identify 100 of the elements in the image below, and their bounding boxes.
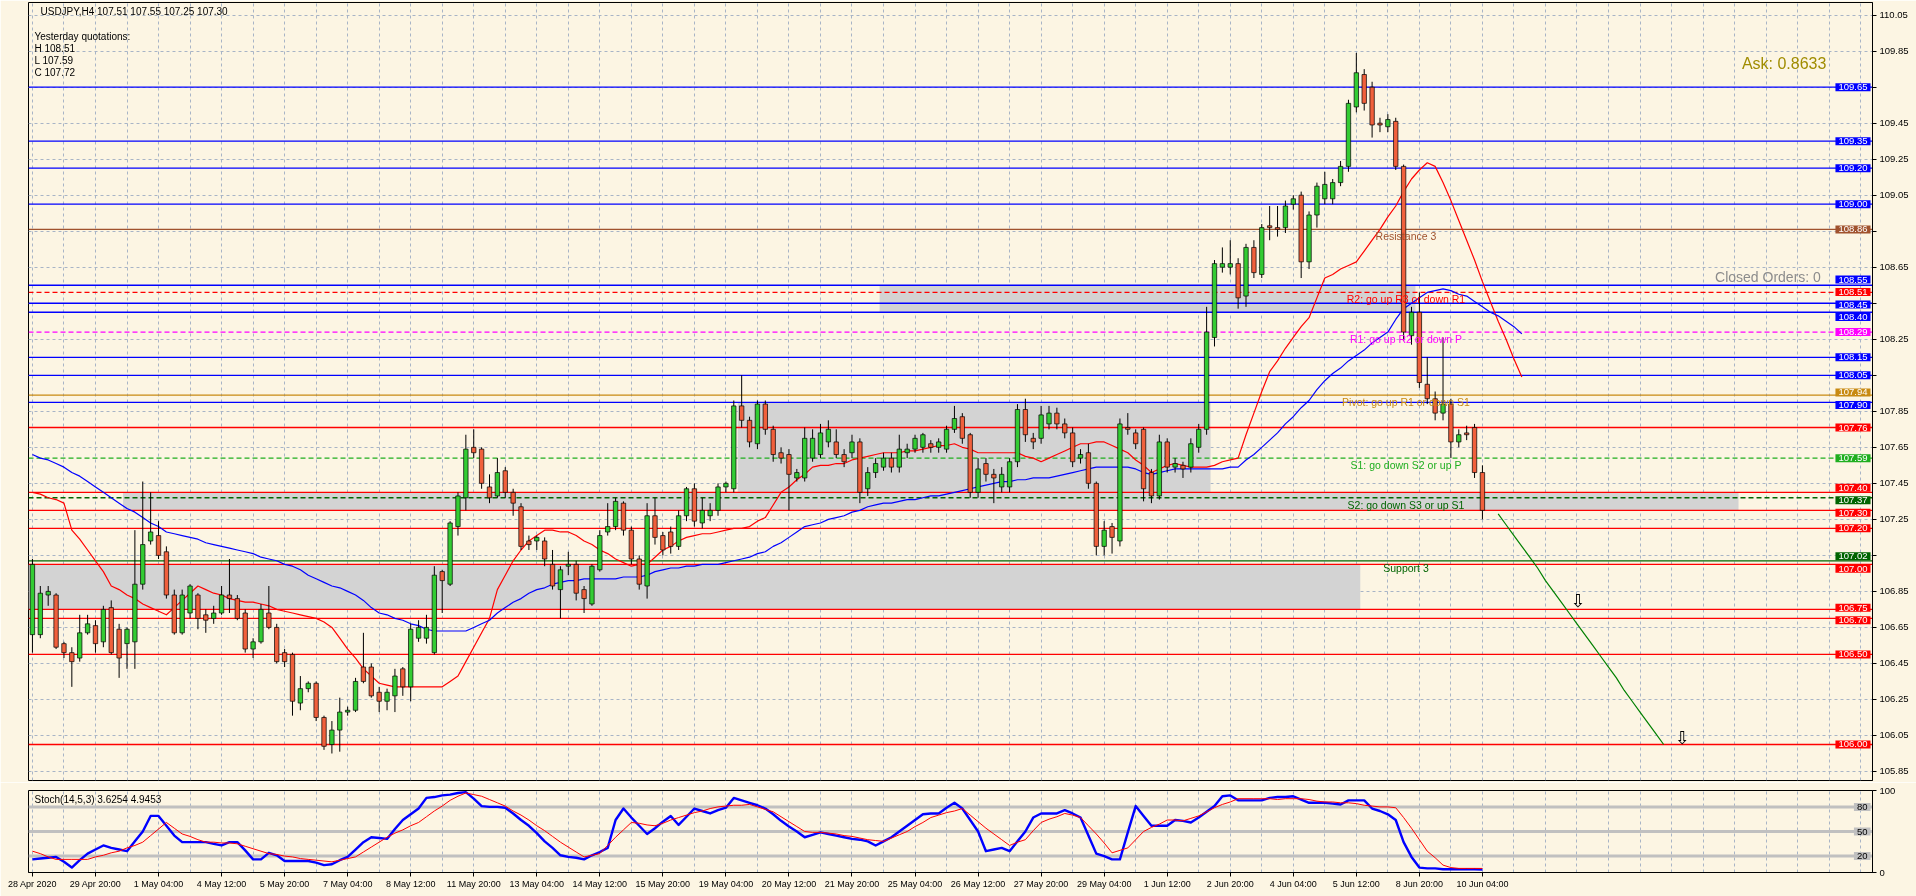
- candlestick: [211, 605, 217, 625]
- candlestick: [1133, 428, 1139, 450]
- candlestick: [951, 405, 957, 434]
- candlestick: [226, 558, 233, 614]
- candlestick: [944, 425, 950, 454]
- candlestick: [124, 626, 130, 670]
- candlestick: [148, 491, 154, 546]
- chart-title: USDJPY,H4 107.51 107.55 107.25 107.30: [40, 5, 229, 17]
- candlestick: [234, 594, 240, 621]
- candlestick: [1330, 178, 1336, 205]
- candlestick: [1188, 437, 1194, 474]
- candlestick: [510, 488, 516, 517]
- candlestick: [155, 520, 162, 560]
- x-tick-label: 21 May 20:00: [824, 878, 880, 889]
- candlestick: [526, 535, 532, 551]
- candlestick: [392, 668, 398, 713]
- candlestick: [1227, 239, 1233, 275]
- candlestick: [376, 686, 382, 713]
- candlestick: [195, 592, 201, 630]
- ref-line-label: 107.37: [1838, 494, 1868, 506]
- candlestick: [1377, 117, 1383, 133]
- candlestick: [825, 419, 831, 448]
- candlestick: [810, 428, 816, 463]
- candlestick: [565, 551, 571, 576]
- candlestick: [778, 446, 784, 465]
- candlestick: [605, 502, 611, 537]
- candlestick: [494, 457, 500, 499]
- candlestick: [416, 619, 422, 643]
- y-tick-label: 110.05: [1879, 9, 1908, 21]
- candlestick: [486, 473, 493, 504]
- y-tick-label: 106.25: [1879, 693, 1909, 705]
- candlestick: [873, 457, 879, 479]
- y-tick-label: 100: [1879, 784, 1896, 796]
- x-tick-label: 5 Jun 12:00: [1332, 878, 1380, 889]
- x-tick-label: 25 May 04:00: [887, 878, 943, 889]
- candlestick: [1180, 461, 1186, 479]
- x-tick-label: 5 May 20:00: [259, 878, 310, 889]
- x-tick-label: 7 May 04:00: [322, 878, 373, 889]
- y-tick-label: 107.85: [1879, 405, 1909, 417]
- ref-line-label: 107.02: [1838, 550, 1868, 562]
- ref-line-label: 106.00: [1838, 738, 1868, 750]
- ref-line-label: 107.20: [1838, 522, 1868, 534]
- annotation: ⇩: [1570, 589, 1586, 611]
- candlestick: [1046, 405, 1052, 430]
- candlestick: [699, 497, 705, 529]
- x-tick-label: 27 May 20:00: [1013, 878, 1069, 889]
- candlestick: [786, 448, 792, 511]
- ref-line-label: 107.94: [1838, 386, 1868, 398]
- candlestick: [92, 619, 99, 654]
- x-tick-label: 1 Jun 12:00: [1143, 878, 1191, 889]
- ref-line-label: 109.20: [1838, 162, 1868, 174]
- candlestick: [557, 565, 563, 619]
- y-tick-label: 106.65: [1879, 621, 1909, 633]
- x-tick-label: 4 Jun 04:00: [1269, 878, 1317, 889]
- candlestick: [817, 423, 824, 459]
- candlestick: [1385, 113, 1391, 133]
- x-tick-label: 8 May 12:00: [385, 878, 436, 889]
- candlestick: [991, 468, 997, 504]
- candlestick: [384, 688, 390, 711]
- candlestick: [1062, 418, 1068, 439]
- candlestick: [920, 432, 926, 454]
- annotation: S2: go down S3 or up S1: [1347, 498, 1465, 511]
- ref-line-label: 106.70: [1838, 614, 1868, 626]
- y-tick-label: 105.85: [1879, 765, 1909, 777]
- ref-line-label: 108.40: [1838, 311, 1868, 323]
- ref-line-label: 109.00: [1838, 198, 1868, 210]
- ref-line-label: 108.29: [1838, 326, 1868, 338]
- candlestick: [715, 482, 721, 517]
- candlestick: [423, 614, 430, 645]
- candlestick: [888, 452, 894, 474]
- line-series: [1497, 513, 1665, 746]
- candlestick: [282, 648, 288, 668]
- x-tick-label: 28 Apr 2020: [7, 878, 57, 889]
- x-tick-label: 29 Apr 20:00: [69, 878, 121, 889]
- ref-line-label: 20: [1856, 850, 1868, 862]
- y-tick-label: 107.45: [1879, 477, 1909, 489]
- ref-line-label: 108.51: [1838, 286, 1868, 298]
- candlestick: [1338, 160, 1344, 187]
- ref-line-label: 106.50: [1838, 648, 1868, 660]
- ref-line-label: 107.76: [1838, 421, 1868, 433]
- candlestick: [69, 646, 75, 688]
- ref-line-label: 108.05: [1838, 369, 1868, 381]
- x-tick-label: 1 May 04:00: [133, 878, 184, 889]
- chart-title: Stoch(14,5,3) 3.6254 4.9453: [34, 793, 162, 805]
- x-tick-label: 8 Jun 20:00: [1395, 878, 1443, 889]
- candlestick: [502, 466, 508, 499]
- x-tick-label: 29 May 04:00: [1076, 878, 1132, 889]
- candlestick: [329, 720, 335, 754]
- candlestick: [400, 666, 406, 697]
- candlestick: [1109, 522, 1115, 555]
- ref-line-label: 109.35: [1838, 135, 1868, 147]
- candlestick: [912, 434, 918, 454]
- text: Yesterday quotations: H 108.51 L 107.59 C 107.72: [34, 30, 131, 78]
- y-tick-label: 109.85: [1879, 45, 1909, 57]
- ref-line-label: 107.59: [1838, 452, 1868, 464]
- candlestick: [549, 549, 556, 591]
- x-tick-label: 19 May 04:00: [698, 878, 754, 889]
- y-tick-label: 0: [1879, 866, 1885, 878]
- candlestick: [983, 457, 989, 483]
- candlestick: [219, 585, 225, 616]
